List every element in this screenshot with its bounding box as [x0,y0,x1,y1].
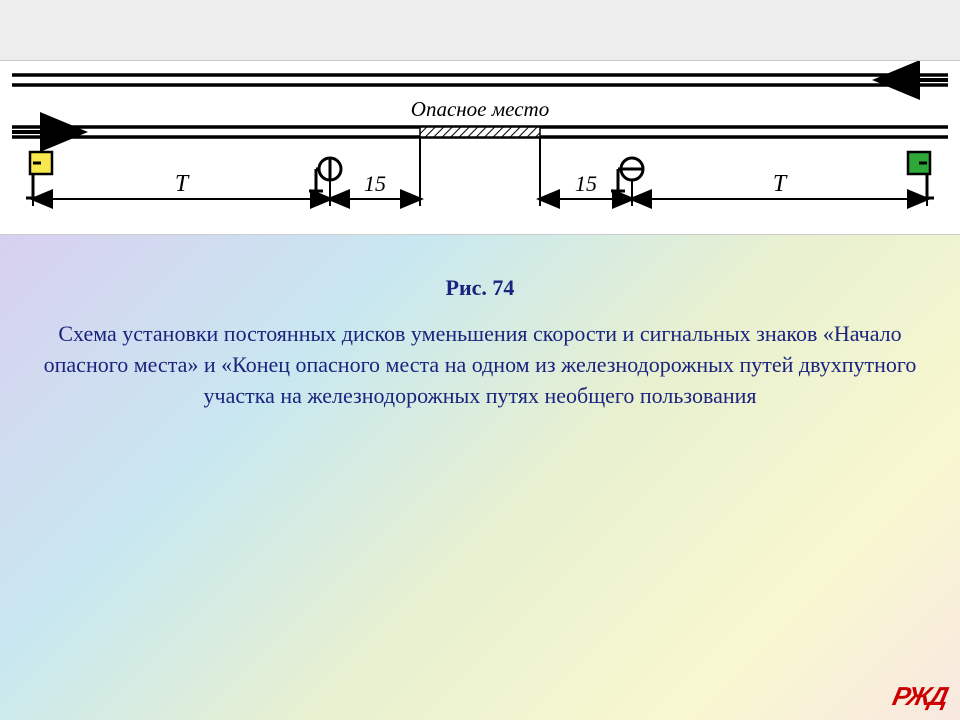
rzd-logo: РЖД [889,681,949,712]
header-bar [0,0,960,60]
svg-text:Опасное место: Опасное место [411,97,549,121]
figure-caption: Схема установки постоянных дисков уменьш… [40,319,920,411]
svg-text:Т: Т [773,171,788,197]
railway-diagram: Опасное место Т 15 15 Т [0,60,960,235]
diagram-svg: Опасное место Т 15 15 Т [0,61,960,236]
svg-text:15: 15 [575,171,597,196]
svg-text:15: 15 [364,171,386,196]
svg-text:Т: Т [175,171,190,197]
figure-title: Рис. 74 [30,275,930,301]
caption-panel: Рис. 74 Схема установки постоянных диско… [0,235,960,720]
